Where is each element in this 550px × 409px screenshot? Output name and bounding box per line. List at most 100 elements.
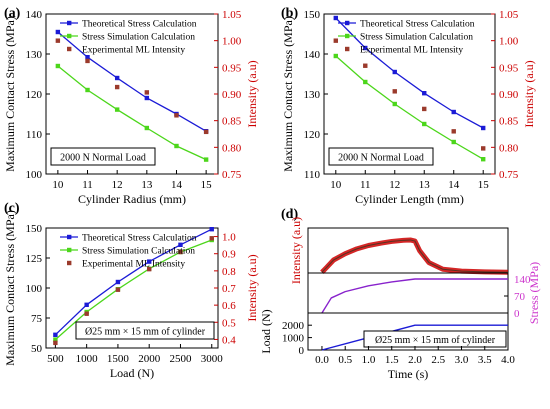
- x-tick-label: 4.0: [501, 354, 515, 366]
- series-line: [57, 31, 207, 132]
- data-point: [84, 302, 89, 307]
- y-axis-label: Maximum Contact Stress (MPa): [3, 16, 17, 172]
- legend-label: Stress Simulation Calculation: [82, 247, 195, 257]
- annotation-box: [363, 330, 507, 348]
- data-point: [333, 15, 338, 21]
- y-tick-label: 120: [304, 129, 321, 141]
- data-point: [144, 95, 150, 101]
- data-point: [114, 84, 120, 90]
- y-right-tick-label: 0.80: [222, 142, 242, 154]
- y-right-tick-label: 0.75: [499, 169, 519, 181]
- data-point: [55, 63, 61, 69]
- series-line: [57, 65, 207, 161]
- x-tick-label: 2.0: [408, 354, 422, 366]
- y-right-tick-label: 0.5: [222, 317, 236, 329]
- y-tick-label: 50: [31, 343, 43, 355]
- x-tick-label: 3000: [201, 353, 224, 365]
- annotation-text: Ø25 mm × 15 mm of cylinder: [375, 335, 496, 346]
- y-right-tick-label: 0.90: [499, 89, 519, 101]
- legend-marker: [345, 33, 350, 39]
- legend-label: Theoretical Stress Calculation: [82, 234, 197, 244]
- series-line: [335, 55, 484, 160]
- y-right-tick-label: 1.0: [222, 232, 236, 244]
- legend-marker: [67, 260, 72, 266]
- data-point: [422, 121, 427, 127]
- y-tick-label: 110: [304, 169, 321, 181]
- y-right-tick-label: 1.00: [222, 36, 242, 48]
- y-tick-label: 110: [26, 129, 43, 141]
- y-right-tick-label: 1.05: [222, 9, 242, 21]
- data-point: [85, 87, 90, 93]
- x-tick-label: 10: [52, 179, 64, 191]
- x-tick-label: 14: [171, 179, 183, 191]
- y-axis-label: Intensity (a.u): [289, 217, 303, 284]
- chart-panel-b: 10 11 12 13 14 15 110 120 130 140 150 0.75 0.80 0.85 0…: [281, 9, 536, 206]
- x-tick-label: 1500: [107, 353, 130, 365]
- y-right-tick-label: 0.6: [222, 300, 236, 312]
- panel-label-b: (b): [281, 6, 298, 21]
- annotation-box: [50, 147, 156, 166]
- series-line: [321, 278, 508, 314]
- data-point: [363, 45, 368, 51]
- y-tick-label: 130: [26, 49, 43, 61]
- data-point: [115, 279, 121, 285]
- y-right-tick-label: 0.4: [222, 334, 236, 346]
- series-line: [320, 237, 509, 275]
- data-point: [363, 79, 368, 85]
- y-right-tick-label: 0.85: [499, 116, 519, 128]
- y-right-tick-label: 0.75: [222, 169, 242, 181]
- y-tick-label: 70: [514, 291, 526, 303]
- y-tick-label: 0: [514, 308, 520, 320]
- x-tick-label: 11: [82, 179, 93, 191]
- x-tick-label: 15: [478, 179, 490, 191]
- series-line: [321, 324, 508, 351]
- data-point: [55, 38, 61, 43]
- data-point: [481, 157, 486, 162]
- y-tick-label: 100: [26, 169, 43, 181]
- x-axis-label: Load (N): [110, 366, 154, 380]
- data-point: [451, 109, 456, 115]
- y-axis-label: Maximum Contact Stress (MPa): [281, 16, 295, 172]
- annotation-box: [75, 321, 215, 340]
- data-point: [147, 266, 152, 272]
- x-tick-label: 15: [201, 179, 213, 191]
- y-tick-label: 150: [304, 9, 321, 21]
- series-line: [54, 239, 212, 341]
- x-tick-label: 14: [448, 179, 460, 191]
- panel-label-a: (a): [4, 6, 21, 21]
- legend-label: Experimental ML Intensity: [82, 46, 185, 56]
- y-right-tick-label: 0.7: [222, 283, 236, 295]
- data-point: [203, 129, 209, 135]
- x-tick-label: 1000: [76, 353, 99, 365]
- data-point: [451, 129, 456, 134]
- chart-panel-c: 500 1000 1500 2000 2500 3000 50 75 100 125 150 0.4 0…: [3, 210, 259, 380]
- y-axis-label: Maximum Contact Stress (MPa): [3, 210, 17, 366]
- y-right-axis-label: Intensity (a.u): [245, 60, 259, 127]
- chart-panel-a: 10 11 12 13 14 15 100 110 120 130 140 0.75 0.80 0.85 0…: [3, 9, 259, 206]
- y-right-tick-label: 1.00: [499, 36, 519, 48]
- y-right-axis-label: Intensity (a.u): [522, 60, 536, 127]
- x-tick-label: 2.5: [431, 354, 445, 366]
- data-point: [422, 91, 427, 96]
- legend-marker: [67, 247, 72, 253]
- data-point: [422, 106, 427, 112]
- data-point: [115, 287, 121, 292]
- y-tick-label: 140: [26, 9, 43, 21]
- y-right-tick-label: 0.8: [222, 266, 236, 278]
- y-right-tick-label: 0.85: [222, 116, 242, 128]
- data-point: [363, 63, 368, 68]
- data-point: [174, 113, 179, 118]
- data-point: [392, 69, 397, 75]
- subplot-frame: [307, 227, 509, 274]
- data-point: [178, 249, 183, 255]
- legend-marker: [345, 20, 350, 26]
- x-tick-label: 1.5: [385, 354, 399, 366]
- data-point: [85, 55, 90, 60]
- subplot-frame: [307, 312, 509, 351]
- x-tick-label: 0.0: [315, 354, 329, 366]
- y-axis-label: Load (N): [259, 309, 273, 353]
- legend-label: Experimental ML Intensity: [360, 46, 463, 56]
- x-axis-label: Time (s): [388, 367, 429, 381]
